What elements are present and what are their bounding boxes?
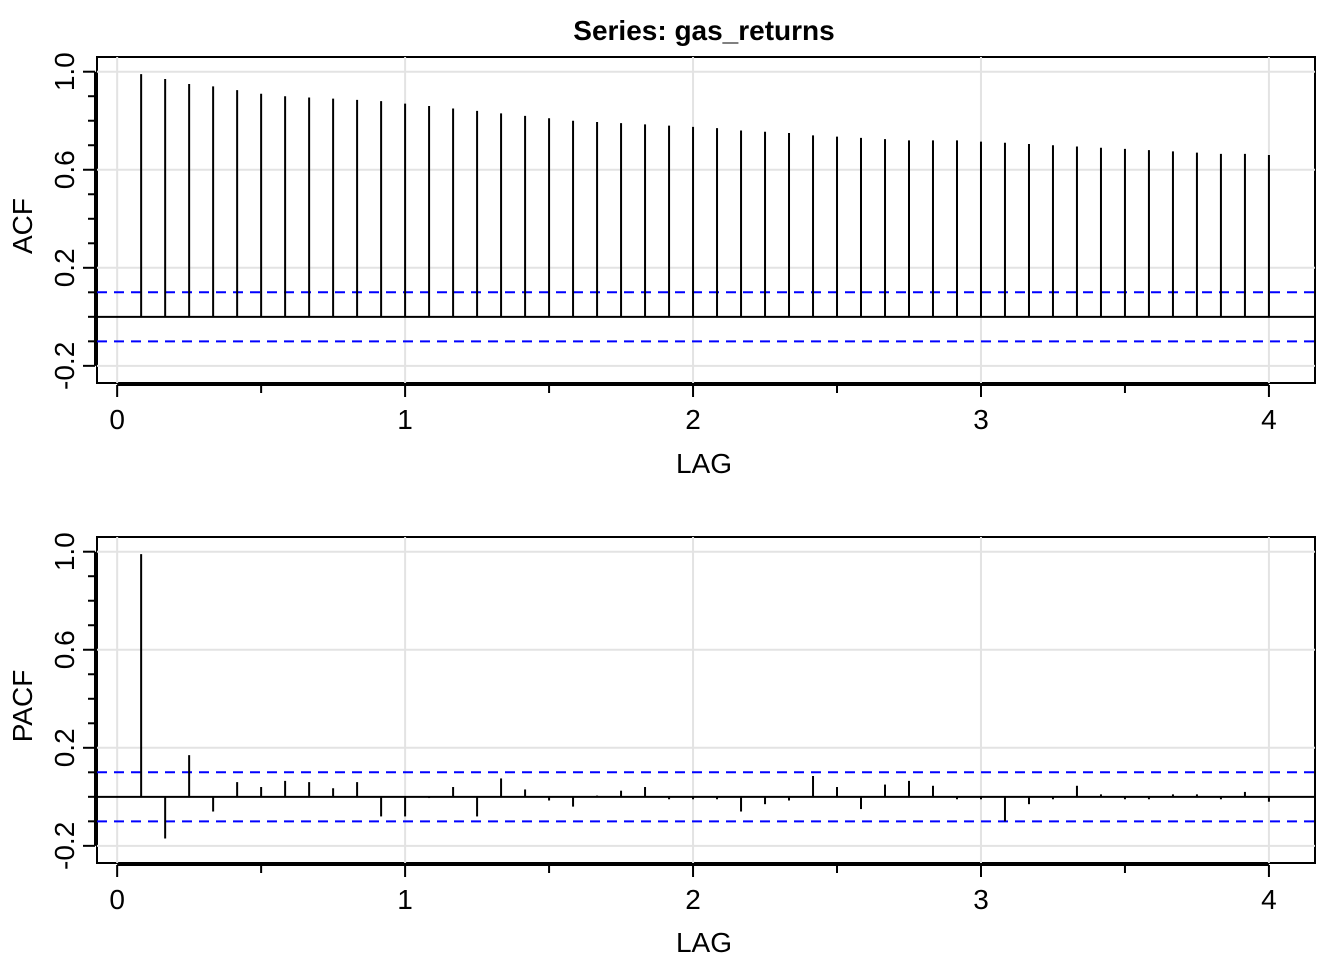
acf-plot-frame <box>96 56 1316 384</box>
pacf-x-tick-label: 3 <box>973 884 989 915</box>
acf-y-tick-label: 1.0 <box>49 52 80 91</box>
acf-x-axis: 0 1 2 3 4 <box>109 384 1277 435</box>
acf-x-axis-label: LAG <box>676 448 732 479</box>
pacf-y-axis: -0.2 0.2 0.6 1.0 <box>49 532 96 870</box>
acf-y-tick-label: 0.2 <box>49 248 80 287</box>
acf-bars <box>140 74 1270 317</box>
pacf-bars <box>140 554 1270 839</box>
acf-x-tick-label: 1 <box>397 404 413 435</box>
pacf-x-axis: 0 1 2 3 4 <box>109 864 1277 915</box>
acf-panel: 0 1 2 3 4 -0.2 0.2 0.6 1.0 LAG ACF <box>7 52 1316 479</box>
pacf-grid <box>97 537 1315 863</box>
pacf-x-tick-label: 2 <box>685 884 701 915</box>
pacf-plot-frame <box>96 536 1316 864</box>
pacf-panel: 0 1 2 3 4 -0.2 0.2 0.6 1.0 LAG PACF <box>7 532 1316 958</box>
acf-y-tick-label: 0.6 <box>49 150 80 189</box>
figure-title: Series: gas_returns <box>573 15 834 46</box>
acf-grid <box>97 57 1315 383</box>
pacf-x-tick-label: 4 <box>1261 884 1277 915</box>
acf-x-tick-label: 0 <box>109 404 125 435</box>
pacf-y-tick-label: -0.2 <box>49 822 80 870</box>
acf-y-axis: -0.2 0.2 0.6 1.0 <box>49 52 96 390</box>
pacf-y-tick-label: 0.6 <box>49 630 80 669</box>
pacf-x-axis-label: LAG <box>676 927 732 958</box>
pacf-y-tick-label: 0.2 <box>49 728 80 767</box>
acf-y-tick-label: -0.2 <box>49 342 80 390</box>
acf-x-tick-label: 3 <box>973 404 989 435</box>
acf-x-tick-label: 4 <box>1261 404 1277 435</box>
acf-y-axis-label: ACF <box>7 198 38 254</box>
pacf-x-tick-label: 0 <box>109 884 125 915</box>
pacf-y-axis-label: PACF <box>7 670 38 743</box>
acf-x-tick-label: 2 <box>685 404 701 435</box>
pacf-x-tick-label: 1 <box>397 884 413 915</box>
pacf-y-tick-label: 1.0 <box>49 532 80 571</box>
